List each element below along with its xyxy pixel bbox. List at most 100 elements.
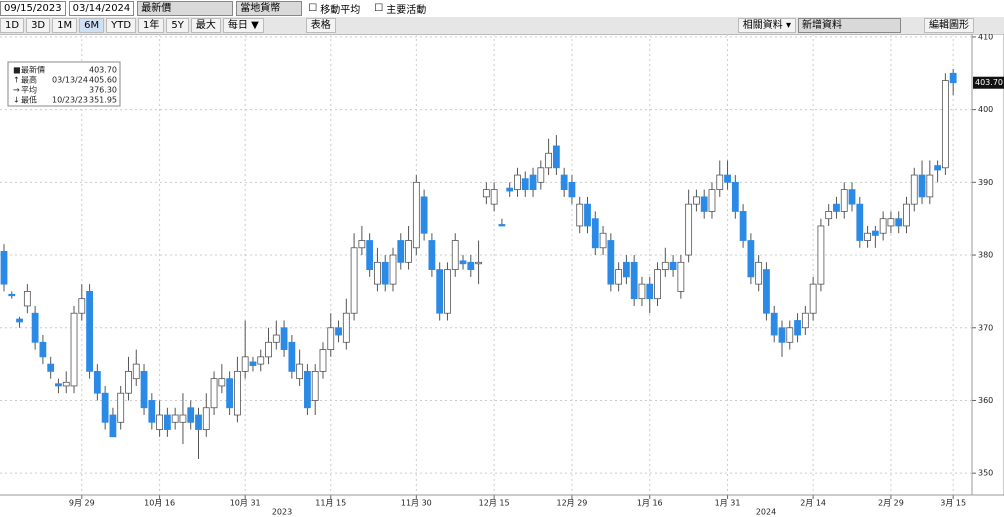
candle-body (584, 203, 591, 227)
year-label: 2023 (272, 508, 292, 517)
y-tick-label: 360 (978, 396, 993, 405)
candle-body (700, 196, 708, 212)
candle-body (412, 181, 420, 249)
range-button[interactable]: 5Y (166, 18, 189, 33)
related-data[interactable]: 相關資料 ▾ (737, 18, 796, 33)
candle-body (163, 414, 171, 430)
candle-body (109, 414, 117, 438)
legend-label: 最高 (21, 75, 37, 85)
candle-body (226, 378, 234, 409)
y-tick-label: 370 (978, 323, 993, 332)
candle-body (148, 400, 156, 423)
candle-body (451, 240, 459, 270)
range-button[interactable]: 1M (52, 18, 78, 33)
candle-body (366, 240, 374, 270)
candle-body (8, 293, 16, 297)
candle-body (93, 370, 101, 394)
legend-icon: ↓ (13, 96, 20, 105)
range-button[interactable]: 6M (79, 18, 105, 33)
candle-body (47, 363, 55, 372)
start-date[interactable]: 09/15/2023 (0, 1, 66, 16)
candle-body (132, 363, 140, 380)
candle-body (249, 361, 257, 366)
candle-body (459, 260, 467, 265)
frequency[interactable]: 每日 ▼ (222, 18, 264, 33)
x-tick-label: 3月 15 (940, 499, 966, 508)
legend-box (7, 61, 121, 107)
candle-body (864, 232, 871, 241)
candle-body (218, 378, 226, 387)
candle-body (420, 196, 428, 234)
candle-body (529, 174, 537, 191)
candle-body (623, 261, 630, 278)
x-tick-label: 1月 31 (715, 499, 741, 508)
candle-body (335, 327, 342, 336)
price-field[interactable]: 最新價 (137, 1, 234, 16)
candle-body (342, 312, 350, 343)
candle-body (304, 370, 311, 409)
candle-body (140, 370, 148, 409)
candle-body (755, 261, 763, 285)
candle-body (693, 196, 700, 205)
candle-body (630, 261, 638, 300)
candle-body (638, 283, 646, 300)
candle-body (265, 341, 272, 358)
candle-body (809, 283, 817, 314)
candle-body (55, 383, 62, 387)
candle-body (887, 218, 895, 227)
candle-body (537, 167, 545, 183)
candle-body (311, 370, 319, 401)
key-events[interactable]: 主要活動 (386, 5, 427, 16)
candle-body (257, 356, 265, 365)
checkbox[interactable]: ☐ (308, 3, 318, 14)
last-price-box (973, 76, 1004, 89)
candle-body (397, 240, 405, 263)
x-tick-label: 1月 16 (637, 499, 663, 508)
end-date[interactable]: 03/14/2024 (68, 1, 135, 16)
legend-value: 403.70 (89, 66, 117, 75)
candle-body (241, 356, 249, 372)
range-button[interactable]: 最大 (190, 18, 221, 33)
candle-body (731, 181, 739, 212)
toolbar-bottom: 1D 3D 1M 6M YTD 1年 5Y 最大 每日 ▼ 表格 相關資料 ▾ 新增資料 編輯… (0, 17, 1004, 35)
y-tick-label: 350 (978, 469, 993, 478)
moving-average[interactable]: 移動平均 (320, 5, 361, 16)
range-button[interactable]: YTD (106, 18, 137, 33)
candle-body (840, 189, 848, 212)
chart: 350 360 370 380 390 400 410 9月 29 10月 16 10月 31 11… (0, 34, 1004, 517)
range-button[interactable]: 1年 (138, 18, 165, 33)
candle-body (669, 261, 677, 270)
candle-body (31, 312, 39, 343)
range-button[interactable]: 1D (0, 18, 25, 33)
candle-body (545, 152, 552, 169)
candle-body (179, 414, 187, 423)
y-tick-label: 400 (978, 105, 993, 114)
candle-body (62, 381, 70, 387)
candle-body (724, 174, 731, 183)
checkbox[interactable]: ☐ (374, 3, 384, 14)
candle-body (358, 240, 366, 249)
candle-body (615, 269, 623, 285)
x-tick-label: 9月 29 (69, 499, 95, 508)
currency[interactable]: 當地貨幣 (236, 1, 303, 16)
candle-body (661, 261, 669, 270)
axis-panel (971, 34, 1004, 496)
y-tick-label: 390 (978, 178, 993, 187)
table-button[interactable]: 表格 (305, 18, 336, 33)
legend: ■ 最新價 403.70 ↑ 最高 03/13/24 405.60 → 平均 376.30 ↓ 最低 1… (7, 61, 121, 107)
candle-body (949, 72, 957, 84)
candle-body (941, 80, 949, 169)
candle-body (770, 312, 778, 336)
add-data[interactable]: 新增資料 (797, 18, 901, 33)
edit-chart[interactable]: 編輯圖形 (923, 18, 974, 33)
candle-body (685, 203, 693, 256)
candle-body (910, 174, 918, 205)
toolbar-top: 09/15/2023 03/14/2024 最新價 當地貨幣 ☐ 移動平均 ☐ 主要… (0, 0, 1004, 17)
candle-body (16, 318, 23, 323)
x-tick-label: 11月 15 (315, 499, 346, 508)
x-tick-label: 12月 29 (556, 499, 587, 508)
range-button[interactable]: 3D (26, 18, 51, 33)
candle-body (272, 334, 280, 343)
y-tick-label: 380 (978, 251, 993, 260)
candle-body (506, 187, 514, 192)
